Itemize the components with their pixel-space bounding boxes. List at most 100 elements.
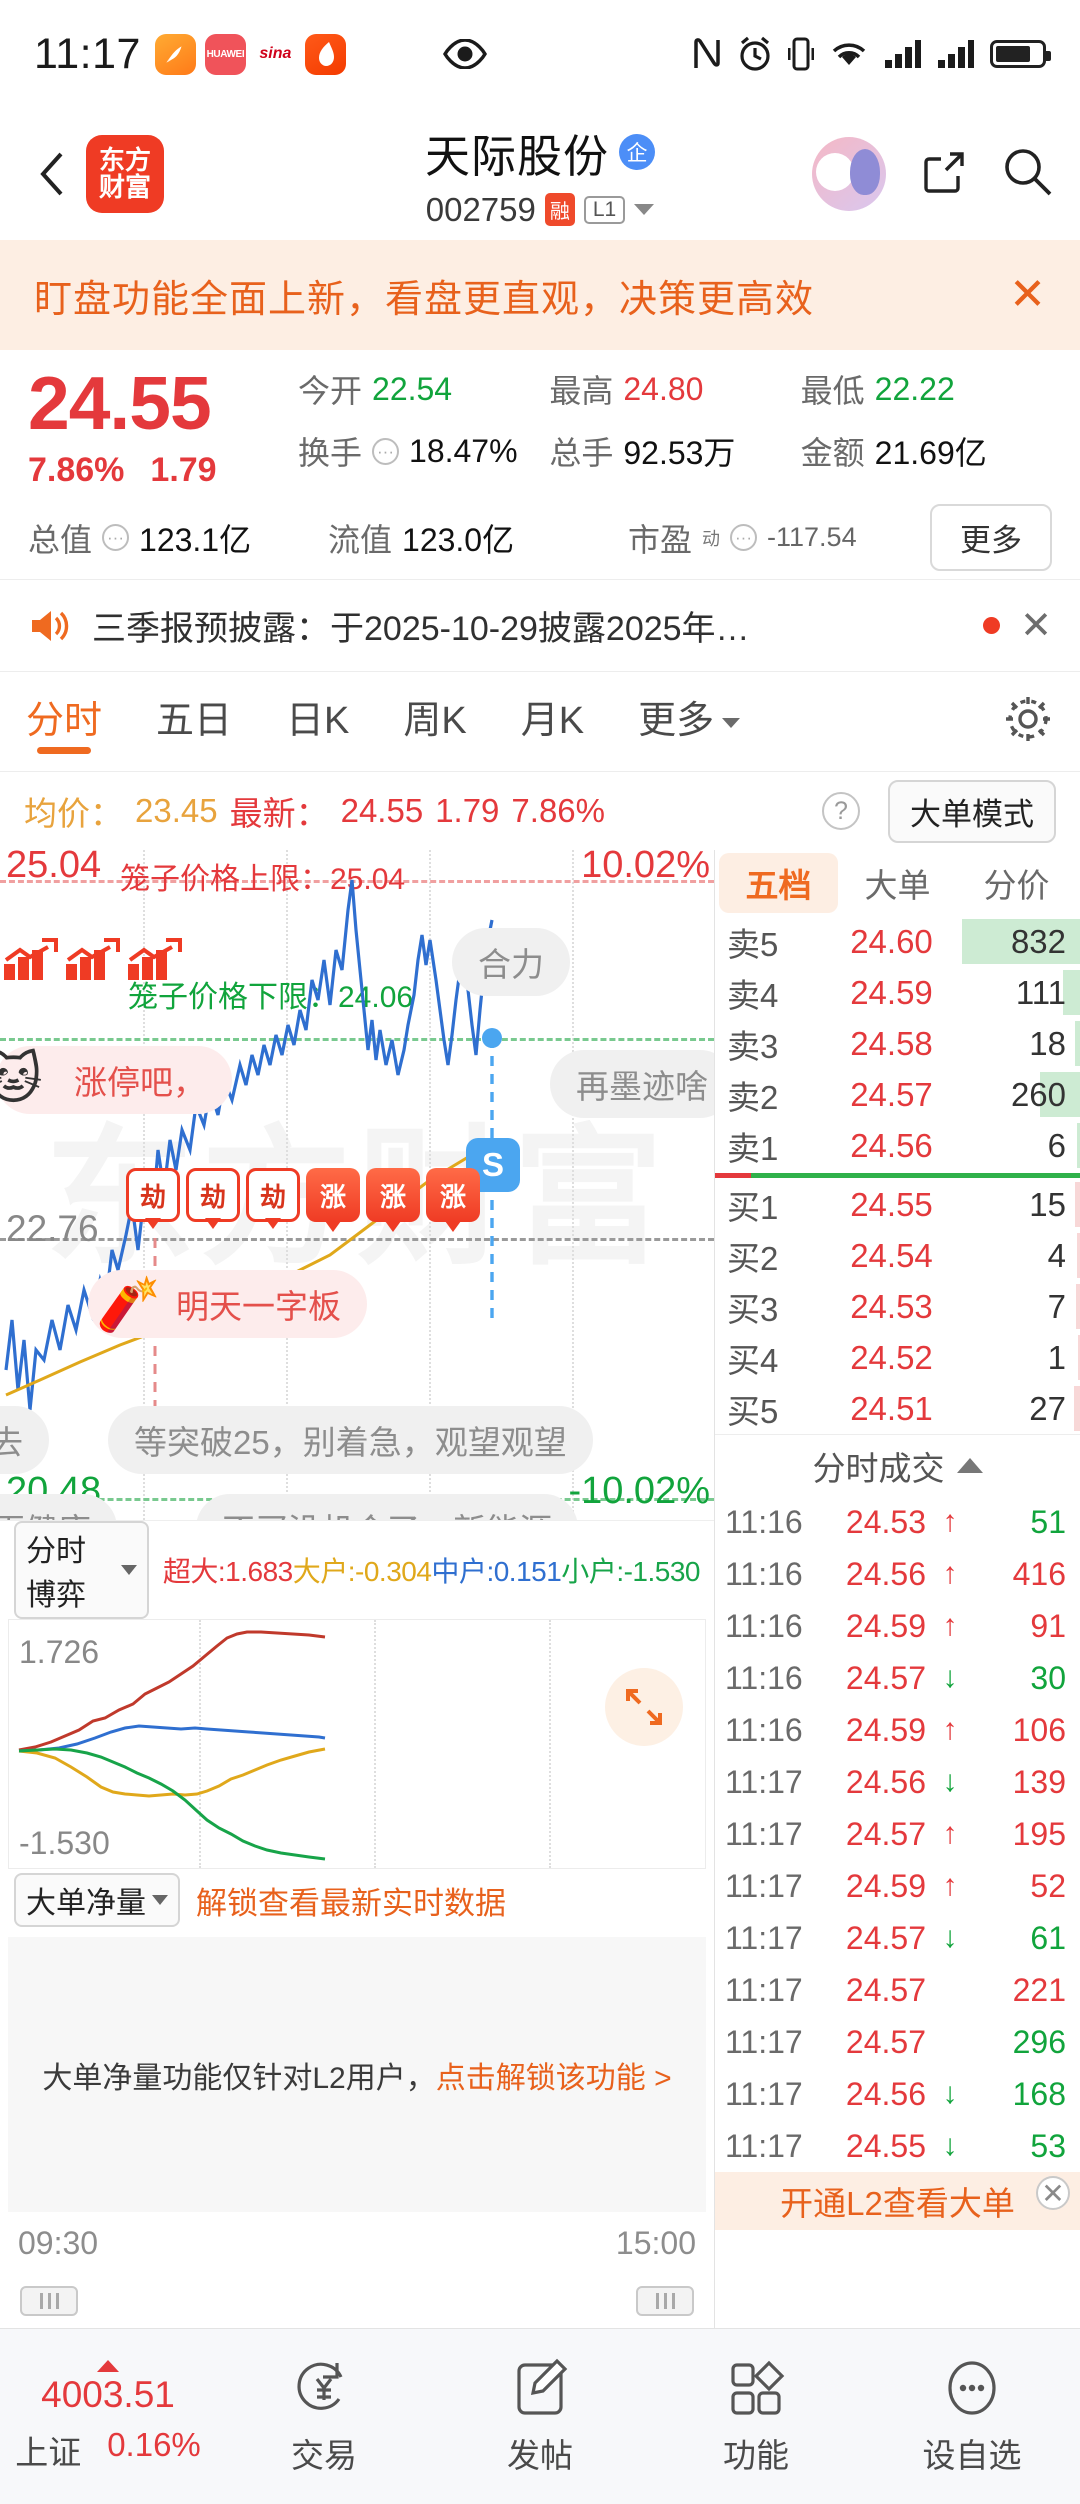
l2-promo-banner[interactable]: 开通L2查看大单 ✕ xyxy=(715,2172,1080,2230)
tab-wudang[interactable]: 五档 xyxy=(719,853,838,913)
nav-label: 交易 xyxy=(291,2436,357,2474)
comment-bubble[interactable]: 等突破25，别着急，观望观望 xyxy=(108,1406,593,1474)
orderbook-row-bid5[interactable]: 买5 24.51 27 xyxy=(715,1383,1080,1434)
tick-volume: 296 xyxy=(1012,2023,1066,2060)
tick-volume: 51 xyxy=(1030,1503,1066,1540)
unlock-text[interactable]: 解锁查看最新实时数据 xyxy=(196,1885,506,1921)
flame-icon xyxy=(304,33,346,75)
close-icon[interactable]: ✕ xyxy=(1036,2176,1070,2210)
page-title: 天际股份 xyxy=(424,130,609,182)
comment-bubble[interactable]: 明天一字板 xyxy=(88,1270,367,1338)
tab-fenjia[interactable]: 分价 xyxy=(983,867,1050,904)
comment-bubble[interactable]: 再墨迹啥 xyxy=(550,1050,714,1118)
avatar[interactable] xyxy=(812,137,886,211)
quote-field-open: 今开 22.54 xyxy=(298,366,549,412)
notice-bar[interactable]: 三季报预披露：于2025-10-29披露2025年… ✕ xyxy=(0,580,1080,672)
boyi-chart[interactable]: 1.726 -1.530 xyxy=(8,1619,706,1869)
tick-price: 24.53 xyxy=(845,1503,926,1540)
eastmoney-logo[interactable]: 东方 财富 xyxy=(86,135,164,213)
price-block: 24.55 7.86% 1.79 xyxy=(28,366,298,490)
search-icon[interactable] xyxy=(1002,146,1054,203)
promo-banner[interactable]: 盯盘功能全面上新，看盘更直观，决策更高效 ✕ xyxy=(0,240,1080,350)
s-marker[interactable]: S xyxy=(466,1138,520,1192)
axis-mid-price: 22.76 xyxy=(6,1208,99,1249)
unlock-link[interactable]: 点击解锁该功能 > xyxy=(435,2061,672,2095)
gear-icon[interactable] xyxy=(1002,693,1054,750)
expand-icon[interactable] xyxy=(605,1668,683,1746)
tab-wuri[interactable]: 五日 xyxy=(156,700,233,742)
drag-handle-right[interactable] xyxy=(636,2286,694,2316)
info-icon[interactable]: ··· xyxy=(102,524,130,551)
boyi-selector[interactable]: 分时博弈 xyxy=(14,1521,149,1619)
tab-dadan[interactable]: 大单 xyxy=(864,867,931,904)
orderbook-row-bid1[interactable]: 买1 24.55 15 xyxy=(715,1179,1080,1230)
comment-bubble[interactable]: 涨停吧， xyxy=(0,1046,232,1114)
close-icon[interactable]: ✕ xyxy=(1009,270,1046,319)
share-icon[interactable] xyxy=(920,148,968,201)
orderbook-row-ask3[interactable]: 卖3 24.58 18 xyxy=(715,1018,1080,1069)
drag-handle-left[interactable] xyxy=(20,2286,78,2316)
nav-item-trade[interactable]: 交易 xyxy=(216,2357,432,2477)
quote-field-turnover[interactable]: 换手 ··· 18.47% xyxy=(298,428,549,474)
tab-fenshi[interactable]: 分时 xyxy=(26,689,102,754)
orderbook-row-bid3[interactable]: 买3 24.53 7 xyxy=(715,1281,1080,1332)
orderbook-row-bid4[interactable]: 买4 24.52 1 xyxy=(715,1332,1080,1383)
tick-arrow-icon: ↑ xyxy=(942,1557,958,1590)
nfc-icon xyxy=(694,38,720,68)
legend-large: 大户:-0.304 xyxy=(292,1556,432,1587)
tick-time: 11:17 xyxy=(725,1815,803,1852)
comment-bubble[interactable]: 不买没机会了，新能源 xyxy=(196,1494,578,1520)
last-value: 24.55 xyxy=(340,792,424,829)
tab-more[interactable]: 更多 xyxy=(638,689,741,754)
tab-yuek[interactable]: 月K xyxy=(520,700,585,742)
level-volume: 15 xyxy=(1029,1185,1066,1223)
more-button[interactable]: 更多 xyxy=(930,504,1052,571)
quote-field-pe[interactable]: 市盈 动 ··· -117.54 xyxy=(628,515,928,561)
tick-time: 11:16 xyxy=(725,1659,803,1696)
level-label: 卖2 xyxy=(727,1078,779,1116)
quote-panel: 24.55 7.86% 1.79 今开 22.54 最高 24.80 最低 22… xyxy=(0,350,1080,580)
close-icon[interactable]: ✕ xyxy=(1020,605,1052,647)
time-end: 15:00 xyxy=(615,2224,696,2261)
quote-field-high: 最高 24.80 xyxy=(549,366,800,412)
nav-item-post[interactable]: 发帖 xyxy=(432,2357,648,2477)
field-value: 22.22 xyxy=(874,370,955,407)
nav-index-sh[interactable]: 4003.51 上证 0.16% xyxy=(0,2359,216,2474)
tick-arrow-icon: ↑ xyxy=(942,1609,958,1642)
field-label: 总值 xyxy=(28,521,93,558)
orderbook-row-ask4[interactable]: 卖4 24.59 111 xyxy=(715,967,1080,1018)
nav-item-functions[interactable]: 功能 xyxy=(648,2357,864,2477)
nav-header: 东方 财富 天际股份 企 002759 融 L1 xyxy=(0,108,1080,240)
back-button[interactable] xyxy=(26,144,78,204)
orderbook-row-ask5[interactable]: 卖5 24.60 832 xyxy=(715,916,1080,967)
orderbook-row-ask1[interactable]: 卖1 24.56 6 xyxy=(715,1120,1080,1171)
tick-time: 11:17 xyxy=(725,2075,803,2112)
orderbook-row-ask2[interactable]: 卖2 24.57 260 xyxy=(715,1069,1080,1120)
level-price: 24.51 xyxy=(850,1389,933,1427)
level-volume: 6 xyxy=(1047,1126,1066,1164)
dadan-mode-button[interactable]: 大单模式 xyxy=(888,779,1056,843)
question-icon[interactable]: ? xyxy=(822,792,860,830)
dadan-selector[interactable]: 大单净量 xyxy=(14,1873,180,1927)
axis-top-pct: 10.02% xyxy=(581,850,710,886)
tab-rik[interactable]: 日K xyxy=(286,700,350,742)
level-price: 24.59 xyxy=(850,973,933,1011)
comment-bubble[interactable]: 更健康 xyxy=(0,1494,117,1520)
ticks-header[interactable]: 分时成交 xyxy=(715,1434,1080,1496)
dadan-locked-panel[interactable]: 大单净量功能仅针对L2用户，点击解锁该功能 > xyxy=(8,1937,706,2212)
tick-time: 11:16 xyxy=(725,1711,803,1748)
field-label: 最高 xyxy=(549,373,614,409)
quote-field-marketcap[interactable]: 总值 ··· 123.1亿 xyxy=(28,515,328,561)
orderbook-column: 五档 大单 分价 卖5 24.60 832 卖4 24.59 111 卖3 24… xyxy=(715,850,1080,2328)
tab-zhouk[interactable]: 周K xyxy=(403,700,467,742)
nav-item-watchlist[interactable]: 设自选 xyxy=(864,2357,1080,2477)
axis-top-price: 25.04 xyxy=(6,850,102,886)
orderbook-row-bid2[interactable]: 买2 24.54 4 xyxy=(715,1230,1080,1281)
tick-time: 11:17 xyxy=(725,1971,803,2008)
comment-bubble[interactable]: 合力 xyxy=(452,928,570,996)
margin-tag: 融 xyxy=(544,193,575,226)
level-label: 买4 xyxy=(727,1341,779,1379)
info-icon[interactable]: ··· xyxy=(372,437,400,465)
info-icon[interactable]: ··· xyxy=(730,524,758,551)
